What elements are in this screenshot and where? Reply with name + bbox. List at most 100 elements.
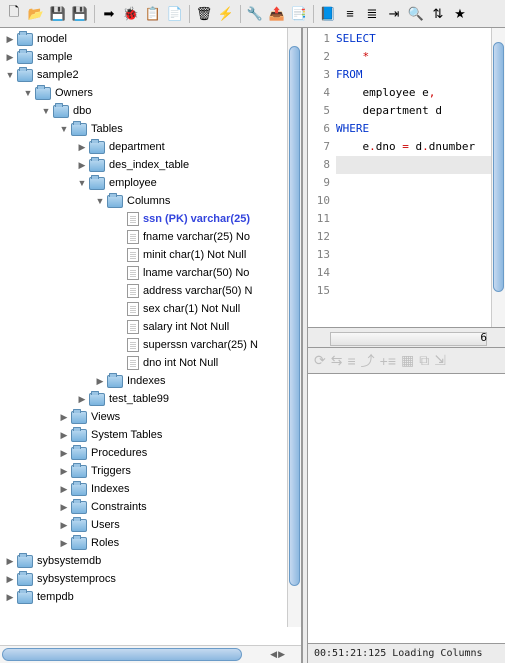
align-r-button[interactable]: ≣ (362, 4, 382, 24)
code-line[interactable]: SELECT (336, 30, 505, 48)
book-button[interactable]: 📘 (318, 4, 338, 24)
code-text[interactable]: SELECT *FROM employee e, department dWHE… (336, 30, 505, 300)
code-line[interactable] (336, 264, 505, 282)
rt-grid-icon[interactable]: ▦ (401, 352, 414, 369)
tree-row[interactable]: ▶department (0, 138, 301, 156)
expand-down-icon[interactable]: ▼ (94, 195, 106, 207)
expand-down-icon[interactable]: ▼ (4, 69, 16, 81)
tree-hscroll-thumb[interactable] (2, 648, 242, 661)
tree-hscroll-arrows[interactable]: ◀▶ (270, 649, 285, 660)
expand-right-icon[interactable]: ▶ (58, 537, 70, 549)
rt-list-icon[interactable]: ≡ (347, 353, 355, 369)
tree-row[interactable]: ▶Views (0, 408, 301, 426)
code-line[interactable] (336, 174, 505, 192)
tree-row[interactable]: lname varchar(50) No (0, 264, 301, 282)
expand-right-icon[interactable]: ▶ (58, 465, 70, 477)
tree-row[interactable]: ▶Users (0, 516, 301, 534)
debug-button[interactable]: 🐞 (121, 4, 141, 24)
code-line[interactable] (336, 210, 505, 228)
expand-right-icon[interactable]: ▶ (76, 141, 88, 153)
tree-row[interactable]: fname varchar(25) No (0, 228, 301, 246)
rt-add-icon[interactable]: +≡ (380, 353, 396, 369)
save-button[interactable]: 💾 (48, 4, 68, 24)
rt-nav-icon[interactable]: ⇆ (331, 352, 343, 369)
tree-vscroll-thumb[interactable] (289, 46, 300, 586)
tree-row[interactable]: address varchar(50) N (0, 282, 301, 300)
expand-right-icon[interactable]: ▶ (94, 375, 106, 387)
expand-right-icon[interactable]: ▶ (58, 447, 70, 459)
tree-row[interactable]: ▶des_index_table (0, 156, 301, 174)
tree-row[interactable]: ▶Indexes (0, 480, 301, 498)
expand-right-icon[interactable]: ▶ (58, 411, 70, 423)
bolt-button[interactable]: ⚡ (216, 4, 236, 24)
tree-row[interactable]: ▶tempdb (0, 588, 301, 606)
find-button[interactable]: 🔍 (406, 4, 426, 24)
expand-right-icon[interactable]: ▶ (76, 393, 88, 405)
rt-up-icon[interactable]: ⤴ (361, 351, 375, 371)
delete-button[interactable]: 🗑 (194, 4, 214, 24)
star-button[interactable]: ★ (450, 4, 470, 24)
tree-row[interactable]: ▼sample2 (0, 66, 301, 84)
tree-row[interactable]: salary int Not Null (0, 318, 301, 336)
code-line[interactable] (336, 246, 505, 264)
tree-row[interactable]: ▶sybsystemdb (0, 552, 301, 570)
expand-right-icon[interactable]: ▶ (58, 501, 70, 513)
db-tree[interactable]: ▶model▶sample▼sample2▼Owners▼dbo▼Tables▶… (0, 28, 301, 630)
expand-down-icon[interactable]: ▼ (58, 123, 70, 135)
expand-right-icon[interactable]: ▶ (58, 429, 70, 441)
open-folder-button[interactable]: 📂 (26, 4, 46, 24)
tree-vscrollbar[interactable] (287, 28, 301, 627)
tree-hscrollbar[interactable]: ◀▶ (0, 645, 301, 663)
align-l-button[interactable]: ≡ (340, 4, 360, 24)
tree-row[interactable]: ▶System Tables (0, 426, 301, 444)
tree-row[interactable]: minit char(1) Not Null (0, 246, 301, 264)
tree-row[interactable]: ▶model (0, 30, 301, 48)
save-all-button[interactable]: 💾 (70, 4, 90, 24)
copy-button[interactable]: 📋 (143, 4, 163, 24)
indent-button[interactable]: ⇥ (384, 4, 404, 24)
rt-copy-icon[interactable]: ⧉ (419, 352, 429, 369)
code-line[interactable]: FROM (336, 66, 505, 84)
expand-right-icon[interactable]: ▶ (58, 483, 70, 495)
tree-row[interactable]: ▼Columns (0, 192, 301, 210)
code-line[interactable]: e.dno = d.dnumber (336, 138, 505, 156)
run-button[interactable]: ➡ (99, 4, 119, 24)
tree-row[interactable]: sex char(1) Not Null (0, 300, 301, 318)
tree-row[interactable]: ▼dbo (0, 102, 301, 120)
rt-refresh-icon[interactable]: ⟳ (314, 352, 326, 369)
tree-row[interactable]: ▶Procedures (0, 444, 301, 462)
tree-row[interactable]: superssn varchar(25) N (0, 336, 301, 354)
code-line[interactable] (336, 192, 505, 210)
tree-row[interactable]: ▶Triggers (0, 462, 301, 480)
sql-editor[interactable]: 123456789101112131415 SELECT *FROM emplo… (308, 28, 505, 328)
code-line[interactable] (336, 282, 505, 300)
code-line[interactable]: * (336, 48, 505, 66)
export-button[interactable]: 📤 (267, 4, 287, 24)
tree-row[interactable]: ssn (PK) varchar(25) (0, 210, 301, 228)
tree-row[interactable]: ▶sample (0, 48, 301, 66)
code-line[interactable] (336, 156, 505, 174)
expand-right-icon[interactable]: ▶ (76, 159, 88, 171)
tree-row[interactable]: ▶Roles (0, 534, 301, 552)
sort-button[interactable]: ⇅ (428, 4, 448, 24)
expand-right-icon[interactable]: ▶ (4, 591, 16, 603)
expand-down-icon[interactable]: ▼ (22, 87, 34, 99)
props-button[interactable]: 📑 (289, 4, 309, 24)
expand-down-icon[interactable]: ▼ (76, 177, 88, 189)
expand-right-icon[interactable]: ▶ (4, 51, 16, 63)
tools-button[interactable]: 🔧 (245, 4, 265, 24)
editor-code[interactable]: SELECT *FROM employee e, department dWHE… (336, 28, 505, 327)
tree-row[interactable]: ▶Constraints (0, 498, 301, 516)
tree-row[interactable]: ▶sybsystemprocs (0, 570, 301, 588)
expand-right-icon[interactable]: ▶ (58, 519, 70, 531)
paste-button[interactable]: 📄 (165, 4, 185, 24)
code-line[interactable] (336, 228, 505, 246)
code-line[interactable]: department d (336, 102, 505, 120)
expand-down-icon[interactable]: ▼ (40, 105, 52, 117)
code-line[interactable]: WHERE (336, 120, 505, 138)
tree-row[interactable]: ▶test_table99 (0, 390, 301, 408)
new-file-button[interactable]: 🗋 (4, 4, 24, 24)
expand-right-icon[interactable]: ▶ (4, 555, 16, 567)
tree-row[interactable]: ▼Tables (0, 120, 301, 138)
tree-row[interactable]: ▼Owners (0, 84, 301, 102)
